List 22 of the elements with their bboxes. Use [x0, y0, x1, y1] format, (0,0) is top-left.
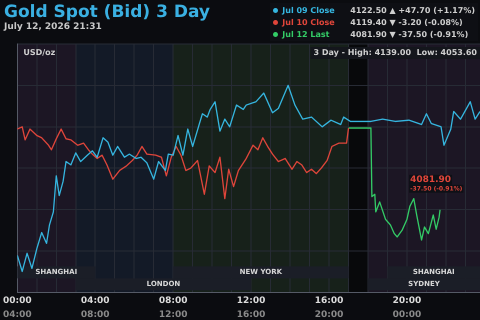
x-tick-label: 04:00	[80, 296, 110, 306]
x2-tick-label: 12:00	[158, 310, 188, 320]
text: 4081.90 ▼ -37.50 (-0.91%)	[350, 30, 468, 38]
chart-title: Gold Spot (Bid) 3 Day	[4, 2, 210, 22]
x-tick-label: 00:00	[2, 296, 32, 306]
chart-subtitle: July 12, 2026 21:31	[4, 22, 102, 32]
x2-tick-label: 20:00	[314, 310, 344, 320]
x2-tick-label: 04:00	[2, 310, 32, 320]
y-axis-title: USD/oz	[23, 48, 56, 58]
text: 3 Day - High: 4139.00 Low: 4053.60	[313, 48, 478, 58]
x-tick-label: 20:00	[392, 296, 422, 306]
x2-tick-label: 16:00	[236, 310, 266, 320]
legend-label: Jul 12 Last	[282, 30, 330, 38]
x-tick-label: 08:00	[158, 296, 188, 306]
x-tick-label: 16:00	[314, 296, 344, 306]
legend-label: Jul 09 Close	[282, 6, 336, 14]
text: 4122.50 ▲ +47.70 (+1.17%)	[350, 6, 475, 14]
x-tick-label: 12:00	[236, 296, 266, 306]
legend-label: Jul 10 Close	[282, 18, 336, 26]
text: 4119.40 ▼ -3.20 (-0.08%)	[350, 18, 463, 26]
x2-tick-label: 08:00	[80, 310, 110, 320]
x2-tick-label: 00:00	[392, 310, 422, 320]
